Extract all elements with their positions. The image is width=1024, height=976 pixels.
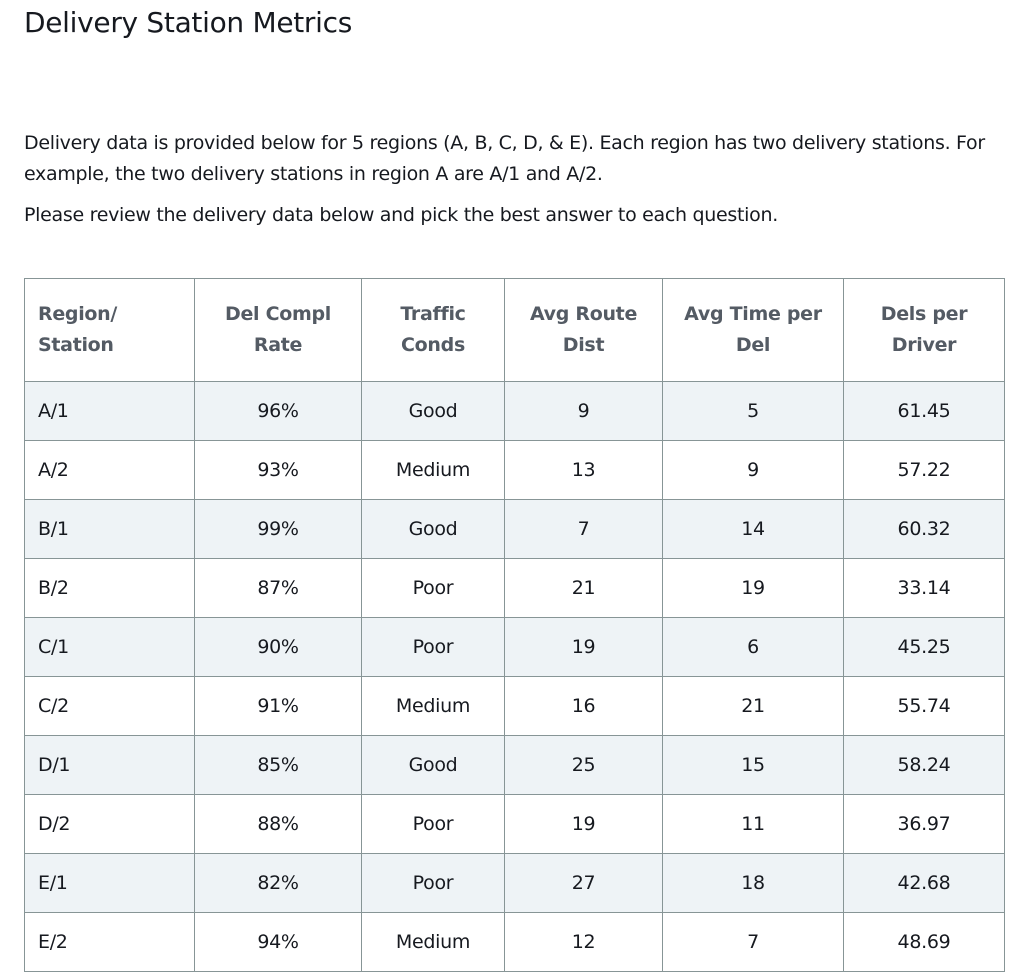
column-header-line: Del Compl	[225, 303, 331, 325]
cell-dels-per-driver: 61.45	[843, 381, 1005, 441]
column-header-dels-per-driver: Dels per Driver	[843, 278, 1005, 382]
column-header-line: Traffic	[400, 303, 466, 325]
cell-dels-per-driver: 58.24	[843, 735, 1005, 795]
cell-traffic-conds: Medium	[361, 676, 505, 736]
cell-del-compl-rate: 99%	[194, 499, 362, 559]
table-row: B/1 99% Good 7 14 60.32	[24, 499, 1005, 559]
cell-del-compl-rate: 82%	[194, 853, 362, 913]
cell-avg-time-per-del: 5	[662, 381, 844, 441]
cell-avg-time-per-del: 9	[662, 440, 844, 500]
cell-traffic-conds: Poor	[361, 617, 505, 677]
column-header-line: Station	[38, 334, 114, 356]
cell-del-compl-rate: 87%	[194, 558, 362, 618]
cell-avg-route-dist: 25	[504, 735, 663, 795]
cell-traffic-conds: Medium	[361, 440, 505, 500]
column-header-line: Avg Time per	[684, 303, 822, 325]
cell-traffic-conds: Poor	[361, 794, 505, 854]
table-row: A/2 93% Medium 13 9 57.22	[24, 440, 1005, 500]
cell-traffic-conds: Medium	[361, 912, 505, 972]
cell-avg-time-per-del: 14	[662, 499, 844, 559]
cell-avg-route-dist: 13	[504, 440, 663, 500]
cell-avg-time-per-del: 15	[662, 735, 844, 795]
column-header-del-compl-rate: Del Compl Rate	[194, 278, 362, 382]
cell-avg-route-dist: 7	[504, 499, 663, 559]
cell-region-station: D/1	[24, 735, 195, 795]
column-header-traffic-conds: Traffic Conds	[361, 278, 505, 382]
instructions-paragraph: Please review the delivery data below an…	[24, 204, 778, 226]
cell-avg-route-dist: 16	[504, 676, 663, 736]
cell-del-compl-rate: 85%	[194, 735, 362, 795]
cell-avg-time-per-del: 21	[662, 676, 844, 736]
cell-region-station: C/1	[24, 617, 195, 677]
column-header-line: Region/	[38, 303, 118, 325]
table-header: Region/Station Del Compl Rate Traffic Conds A…	[24, 278, 1005, 382]
cell-avg-route-dist: 9	[504, 381, 663, 441]
cell-del-compl-rate: 94%	[194, 912, 362, 972]
cell-region-station: A/1	[24, 381, 195, 441]
cell-avg-time-per-del: 19	[662, 558, 844, 618]
table-row: A/1 96% Good 9 5 61.45	[24, 381, 1005, 441]
column-header-line: Driver	[891, 334, 957, 356]
cell-avg-route-dist: 19	[504, 617, 663, 677]
table-row: E/2 94% Medium 12 7 48.69	[24, 912, 1005, 972]
cell-del-compl-rate: 96%	[194, 381, 362, 441]
cell-traffic-conds: Good	[361, 499, 505, 559]
column-header-line: Conds	[401, 334, 465, 356]
column-header-avg-time-per-del: Avg Time per Del	[662, 278, 844, 382]
cell-avg-route-dist: 21	[504, 558, 663, 618]
column-header-line: Dist	[562, 334, 605, 356]
delivery-metrics-table: Region/Station Del Compl Rate Traffic Conds A…	[24, 278, 1005, 972]
column-header-line: Rate	[253, 334, 303, 356]
cell-dels-per-driver: 55.74	[843, 676, 1005, 736]
table-body: A/1 96% Good 9 5 61.45 A/2 93% Medium 13 9 57.22 B/1…	[24, 381, 1005, 972]
cell-avg-time-per-del: 18	[662, 853, 844, 913]
table-row: D/1 85% Good 25 15 58.24	[24, 735, 1005, 795]
column-header-avg-route-dist: Avg Route Dist	[504, 278, 663, 382]
intro-paragraph: Delivery data is provided below for 5 re…	[24, 132, 985, 185]
table-row: C/1 90% Poor 19 6 45.25	[24, 617, 1005, 677]
cell-dels-per-driver: 42.68	[843, 853, 1005, 913]
cell-traffic-conds: Good	[361, 735, 505, 795]
header-row: Region/Station Del Compl Rate Traffic Conds A…	[24, 278, 1005, 382]
table-row: D/2 88% Poor 19 11 36.97	[24, 794, 1005, 854]
cell-traffic-conds: Poor	[361, 558, 505, 618]
cell-region-station: B/2	[24, 558, 195, 618]
cell-region-station: A/2	[24, 440, 195, 500]
column-header-line: Avg Route	[529, 303, 638, 325]
cell-dels-per-driver: 57.22	[843, 440, 1005, 500]
cell-del-compl-rate: 93%	[194, 440, 362, 500]
cell-dels-per-driver: 45.25	[843, 617, 1005, 677]
cell-avg-time-per-del: 7	[662, 912, 844, 972]
cell-region-station: D/2	[24, 794, 195, 854]
table-row: E/1 82% Poor 27 18 42.68	[24, 853, 1005, 913]
cell-avg-route-dist: 12	[504, 912, 663, 972]
cell-del-compl-rate: 88%	[194, 794, 362, 854]
cell-avg-time-per-del: 6	[662, 617, 844, 677]
cell-del-compl-rate: 90%	[194, 617, 362, 677]
cell-region-station: C/2	[24, 676, 195, 736]
cell-avg-route-dist: 27	[504, 853, 663, 913]
cell-dels-per-driver: 33.14	[843, 558, 1005, 618]
cell-region-station: E/2	[24, 912, 195, 972]
cell-del-compl-rate: 91%	[194, 676, 362, 736]
cell-avg-time-per-del: 11	[662, 794, 844, 854]
column-header-line: Del	[735, 334, 771, 356]
cell-region-station: B/1	[24, 499, 195, 559]
cell-region-station: E/1	[24, 853, 195, 913]
cell-dels-per-driver: 60.32	[843, 499, 1005, 559]
cell-avg-route-dist: 19	[504, 794, 663, 854]
cell-traffic-conds: Good	[361, 381, 505, 441]
cell-dels-per-driver: 36.97	[843, 794, 1005, 854]
cell-traffic-conds: Poor	[361, 853, 505, 913]
column-header-line: Dels per	[880, 303, 968, 325]
column-header-region-station: Region/Station	[24, 278, 195, 382]
page-title: Delivery Station Metrics	[24, 6, 353, 39]
cell-dels-per-driver: 48.69	[843, 912, 1005, 972]
table-row: C/2 91% Medium 16 21 55.74	[24, 676, 1005, 736]
table-row: B/2 87% Poor 21 19 33.14	[24, 558, 1005, 618]
